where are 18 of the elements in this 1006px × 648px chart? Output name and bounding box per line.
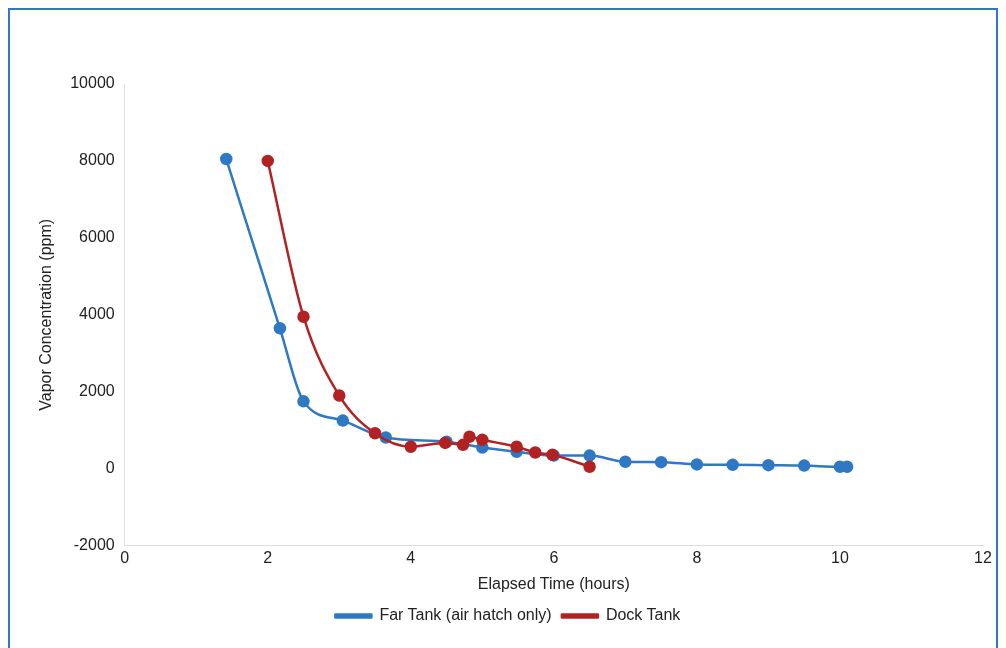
x-tick-label: 4 (406, 548, 416, 566)
x-axis-title: Elapsed Time (hours) (477, 574, 630, 592)
x-tick-label: 8 (692, 548, 702, 566)
y-tick-label: 6000 (79, 228, 115, 246)
y-axis-title: Vapor Concentration (ppm) (37, 218, 55, 411)
y-tick-label: 10000 (70, 74, 115, 92)
y-tick-label: 0 (105, 459, 115, 477)
y-tick-label: 2000 (79, 382, 115, 400)
legend-label: Dock Tank (605, 606, 682, 624)
x-tick-label: 0 (120, 548, 130, 566)
x-tick-label: 2 (263, 548, 273, 566)
y-tick-label: -2000 (73, 536, 115, 554)
y-tick-label: 4000 (79, 305, 115, 323)
x-tick-label: 12 (974, 548, 992, 566)
y-tick-label: 8000 (79, 151, 115, 169)
x-tick-label: 10 (831, 548, 849, 566)
x-tick-label: 6 (549, 548, 559, 566)
legend-label: Far Tank (air hatch only) (379, 606, 552, 624)
